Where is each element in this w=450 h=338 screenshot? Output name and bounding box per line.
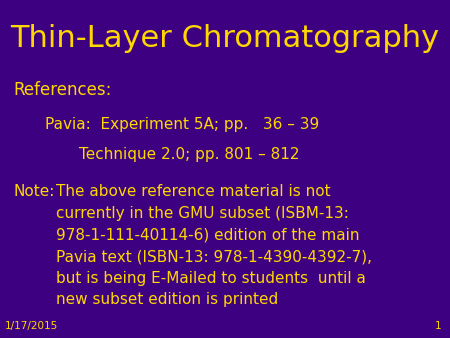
Text: 1: 1 <box>434 321 441 331</box>
Text: Pavia:  Experiment 5A; pp.   36 – 39: Pavia: Experiment 5A; pp. 36 – 39 <box>45 117 319 131</box>
Text: References:: References: <box>14 81 112 99</box>
Text: 1/17/2015: 1/17/2015 <box>4 321 58 331</box>
Text: Note:: Note: <box>14 184 55 199</box>
Text: The above reference material is not
currently in the GMU subset (ISBM-13:
978-1-: The above reference material is not curr… <box>56 184 372 307</box>
Text: Technique 2.0; pp. 801 – 812: Technique 2.0; pp. 801 – 812 <box>79 147 299 162</box>
Text: Thin-Layer Chromatography: Thin-Layer Chromatography <box>10 24 440 53</box>
